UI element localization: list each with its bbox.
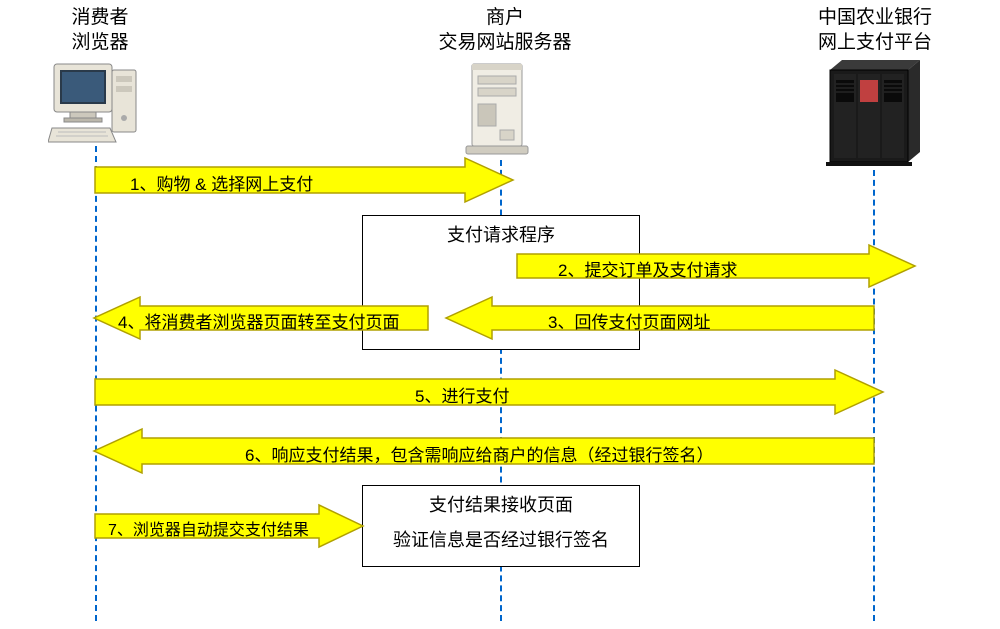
desktop-computer-icon (48, 60, 143, 145)
mainframe-icon (820, 58, 930, 168)
box-payment-result: 支付结果接收页面 验证信息是否经过银行签名 (362, 485, 640, 567)
server-tower-icon (460, 60, 540, 160)
box-payment-result-line1: 支付结果接收页面 (371, 492, 631, 519)
arrow-label-4: 4、将消费者浏览器页面转至支付页面 (118, 308, 399, 333)
actor-consumer-label: 消费者 浏览器 (45, 6, 155, 55)
actor-bank-label: 中国农业银行 网上支付平台 (790, 6, 960, 55)
box-payment-result-line2: 验证信息是否经过银行签名 (371, 527, 631, 554)
arrow-label-3: 3、回传支付页面网址 (548, 308, 710, 333)
sequence-diagram: 消费者 浏览器 商户 交易网站服务器 中国农业银行 网上支付平台 (0, 0, 1000, 629)
arrow-label-7: 7、浏览器自动提交支付结果 (108, 516, 309, 540)
arrow-label-5: 5、进行支付 (415, 382, 509, 407)
actor-merchant-label: 商户 交易网站服务器 (420, 6, 590, 55)
arrow-label-1: 1、购物 & 选择网上支付 (130, 170, 313, 195)
arrow-label-6: 6、响应支付结果，包含需响应给商户的信息（经过银行签名） (245, 441, 713, 466)
arrow-label-2: 2、提交订单及支付请求 (558, 256, 737, 281)
